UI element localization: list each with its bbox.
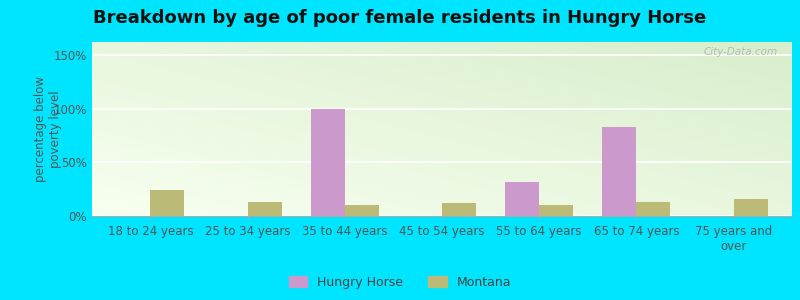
Legend: Hungry Horse, Montana: Hungry Horse, Montana: [283, 271, 517, 294]
Bar: [637, 202, 670, 216]
Text: Breakdown by age of poor female residents in Hungry Horse: Breakdown by age of poor female resident…: [94, 9, 706, 27]
Bar: [247, 202, 282, 216]
Bar: [310, 109, 345, 216]
Bar: [345, 205, 379, 216]
Bar: [442, 203, 476, 216]
Bar: [602, 127, 637, 216]
Bar: [150, 190, 184, 216]
Bar: [505, 182, 539, 216]
Y-axis label: percentage below
poverty level: percentage below poverty level: [34, 76, 62, 182]
Bar: [539, 205, 574, 216]
Text: City-Data.com: City-Data.com: [704, 47, 778, 57]
Bar: [734, 199, 768, 216]
